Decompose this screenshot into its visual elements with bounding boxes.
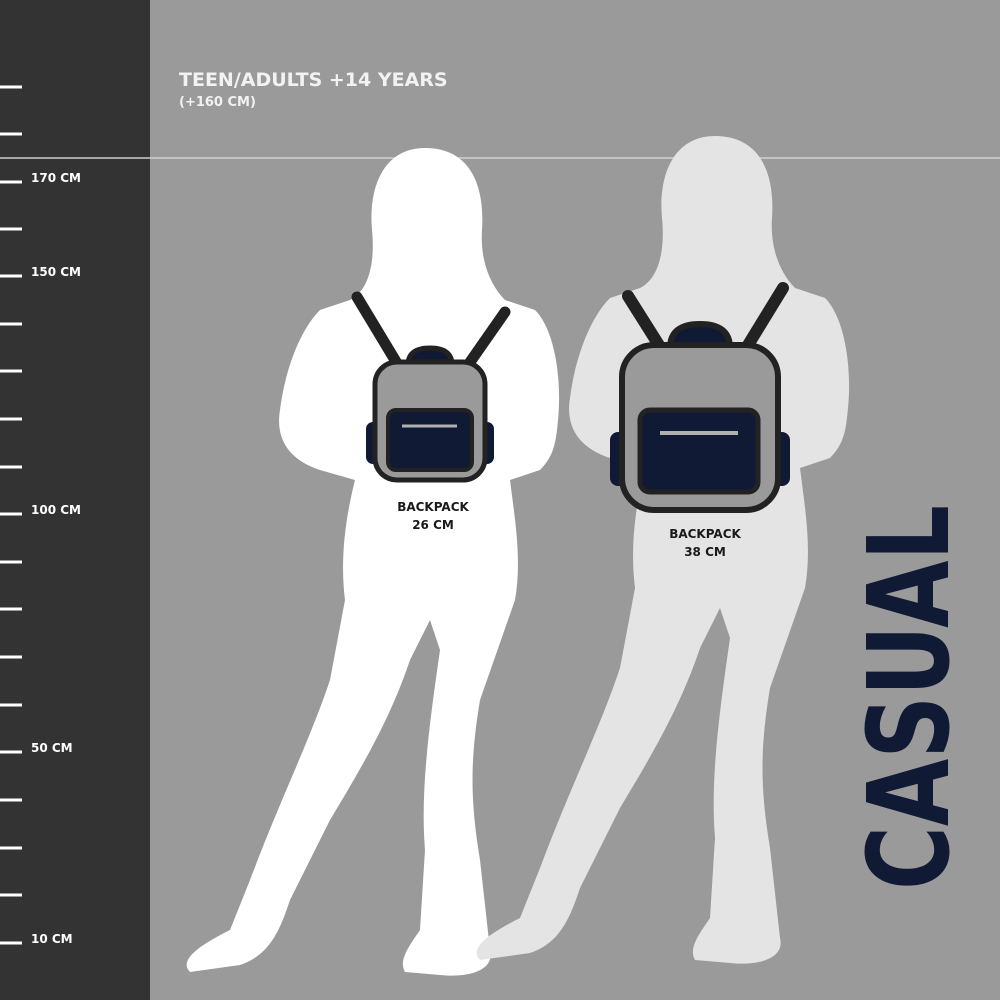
ruler-label-170: 170 CM xyxy=(31,171,81,185)
figure-large-backpack: BACKPACK 38 CM xyxy=(476,136,850,964)
ruler-label-150: 150 CM xyxy=(31,265,81,279)
category-title: TEEN/ADULTS +14 YEARS xyxy=(179,69,448,91)
backpack-large-size: 38 CM xyxy=(684,545,726,559)
backpack-small-label: BACKPACK xyxy=(397,500,469,514)
ruler-ticks xyxy=(0,85,22,945)
figure-small-backpack: BACKPACK 26 CM xyxy=(186,148,560,976)
backpack-small-icon xyxy=(351,291,511,483)
ruler-label-10: 10 CM xyxy=(31,932,73,946)
backpack-large-label: BACKPACK xyxy=(669,527,741,541)
backpack-large-icon xyxy=(610,282,790,513)
ruler-label-50: 50 CM xyxy=(31,741,73,755)
category-subtitle: (+160 CM) xyxy=(179,95,256,110)
ruler-label-100: 100 CM xyxy=(31,503,81,517)
collection-name: CASUAL xyxy=(845,505,975,890)
backpack-small-size: 26 CM xyxy=(412,518,454,532)
height-ruler xyxy=(0,0,150,1000)
